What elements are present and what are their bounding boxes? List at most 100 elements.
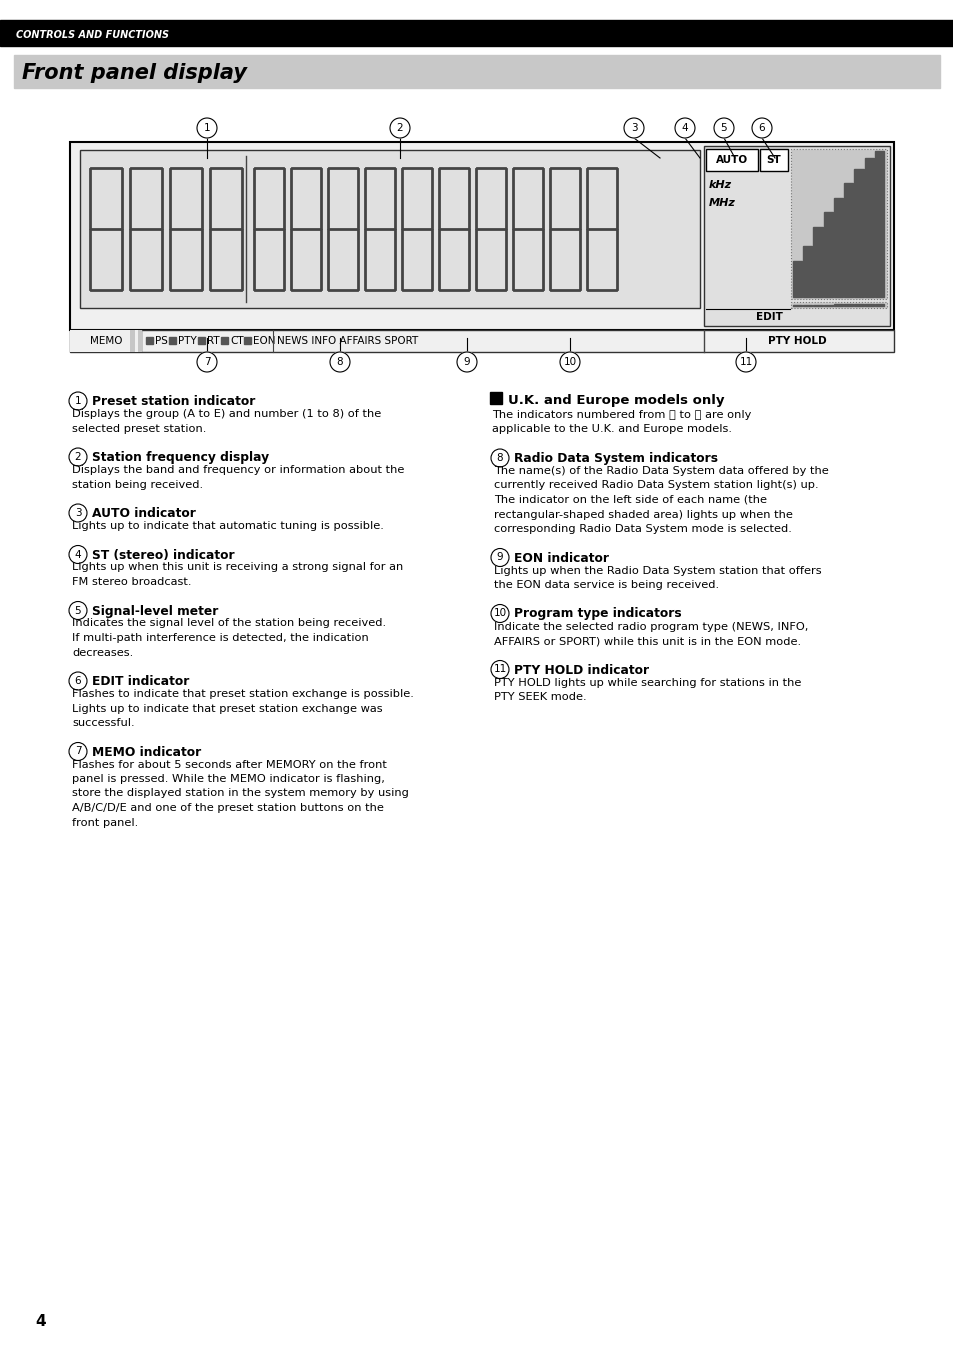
Text: 8: 8 [497,453,503,462]
Text: The indicators numbered from ⓗ to ⓠ are only: The indicators numbered from ⓗ to ⓠ are … [492,410,751,421]
Text: PTY HOLD lights up while searching for stations in the: PTY HOLD lights up while searching for s… [494,678,801,687]
Text: PTY HOLD indicator: PTY HOLD indicator [514,663,648,677]
Text: A/B/C/D/E and one of the preset station buttons on the: A/B/C/D/E and one of the preset station … [71,803,383,813]
Text: 1: 1 [204,123,210,133]
Bar [863,305,873,306]
Text: Lights up when this unit is receiving a strong signal for an: Lights up when this unit is receiving a … [71,562,403,573]
Text: EON indicator: EON indicator [514,551,608,565]
Bar [833,198,842,297]
Text: The name(s) of the Radio Data System data offered by the: The name(s) of the Radio Data System dat… [494,466,828,476]
Bar [138,330,143,352]
Circle shape [196,352,216,372]
Text: decreases.: decreases. [71,647,133,658]
Text: 11: 11 [739,357,752,367]
Text: 4: 4 [35,1314,46,1329]
Bar [843,183,852,297]
Text: Front panel display: Front panel display [22,63,247,84]
Bar [863,158,873,297]
Text: 6: 6 [74,675,81,686]
Bar [854,168,862,297]
Text: The indicator on the left side of each name (the: The indicator on the left side of each n… [494,495,766,506]
Circle shape [69,601,87,620]
Bar [790,302,886,307]
Text: Indicate the selected radio program type (NEWS, INFO,: Indicate the selected radio program type… [494,621,807,631]
Text: If multi-path interference is detected, the indication: If multi-path interference is detected, … [71,634,369,643]
Text: selected preset station.: selected preset station. [71,423,206,434]
Circle shape [69,504,87,522]
Bar [70,330,142,352]
Text: Program type indicators: Program type indicators [514,608,680,620]
Text: Station frequency display: Station frequency display [91,452,269,464]
Text: MEMO: MEMO [90,336,122,346]
Bar [70,330,893,352]
Text: AUTO: AUTO [715,155,747,164]
Bar [790,150,886,299]
Text: 2: 2 [74,452,81,462]
Bar [14,55,939,88]
Text: panel is pressed. While the MEMO indicator is flashing,: panel is pressed. While the MEMO indicat… [71,774,384,785]
Bar [843,305,852,306]
Text: rectangular-shaped shaded area) lights up when the: rectangular-shaped shaded area) lights u… [494,510,792,519]
Bar [70,142,893,330]
Text: ST (stereo) indicator: ST (stereo) indicator [91,549,234,562]
Text: front panel.: front panel. [71,817,138,828]
Bar [822,305,832,306]
Circle shape [456,352,476,372]
Bar [80,150,700,307]
Circle shape [491,549,509,566]
Text: 9: 9 [463,357,470,367]
Circle shape [69,392,87,410]
Text: corresponding Radio Data System mode is selected.: corresponding Radio Data System mode is … [494,524,791,534]
Text: 4: 4 [74,550,81,559]
Circle shape [751,119,771,137]
Text: PTY SEEK mode.: PTY SEEK mode. [494,692,586,702]
Text: 6: 6 [758,123,764,133]
Text: Indicates the signal level of the station being received.: Indicates the signal level of the statio… [71,619,386,628]
Text: EDIT: EDIT [755,311,782,322]
Circle shape [390,119,410,137]
Text: Lights up when the Radio Data System station that offers: Lights up when the Radio Data System sta… [494,566,821,576]
Bar [146,337,152,344]
Text: U.K. and Europe models only: U.K. and Europe models only [507,394,723,407]
Text: Preset station indicator: Preset station indicator [91,395,255,408]
Text: 11: 11 [493,665,506,674]
Text: 5: 5 [74,605,81,616]
Text: 7: 7 [74,747,81,756]
Text: 5: 5 [720,123,726,133]
Text: NEWS INFO AFFAIRS SPORT: NEWS INFO AFFAIRS SPORT [276,336,417,346]
Text: kHz: kHz [708,181,731,190]
Circle shape [69,448,87,466]
Circle shape [69,546,87,563]
Bar [705,150,758,171]
Bar [490,392,501,404]
Bar [874,305,883,306]
Text: 3: 3 [74,508,81,518]
Text: CONTROLS AND FUNCTIONS: CONTROLS AND FUNCTIONS [16,30,169,40]
Bar [0,20,953,46]
Bar [130,330,135,352]
Bar [169,337,175,344]
Circle shape [675,119,695,137]
Text: PTY HOLD: PTY HOLD [767,336,825,346]
Circle shape [69,743,87,760]
Circle shape [491,661,509,678]
Text: Displays the group (A to E) and number (1 to 8) of the: Displays the group (A to E) and number (… [71,408,381,419]
Text: ST: ST [766,155,781,164]
Bar [760,150,787,171]
Text: EDIT indicator: EDIT indicator [91,675,190,687]
Bar [703,146,889,326]
Text: currently received Radio Data System station light(s) up.: currently received Radio Data System sta… [494,480,818,491]
Text: 8: 8 [336,357,343,367]
Text: 9: 9 [497,553,503,562]
Text: FM stereo broadcast.: FM stereo broadcast. [71,577,192,586]
Text: PTY: PTY [178,336,196,346]
Text: PS: PS [154,336,168,346]
Text: Lights up to indicate that preset station exchange was: Lights up to indicate that preset statio… [71,704,382,713]
Text: AFFAIRS or SPORT) while this unit is in the EON mode.: AFFAIRS or SPORT) while this unit is in … [494,636,801,646]
Text: Signal-level meter: Signal-level meter [91,604,218,617]
Bar [822,213,832,297]
Circle shape [330,352,350,372]
Text: Flashes to indicate that preset station exchange is possible.: Flashes to indicate that preset station … [71,689,414,700]
Text: CT: CT [230,336,243,346]
Circle shape [713,119,733,137]
